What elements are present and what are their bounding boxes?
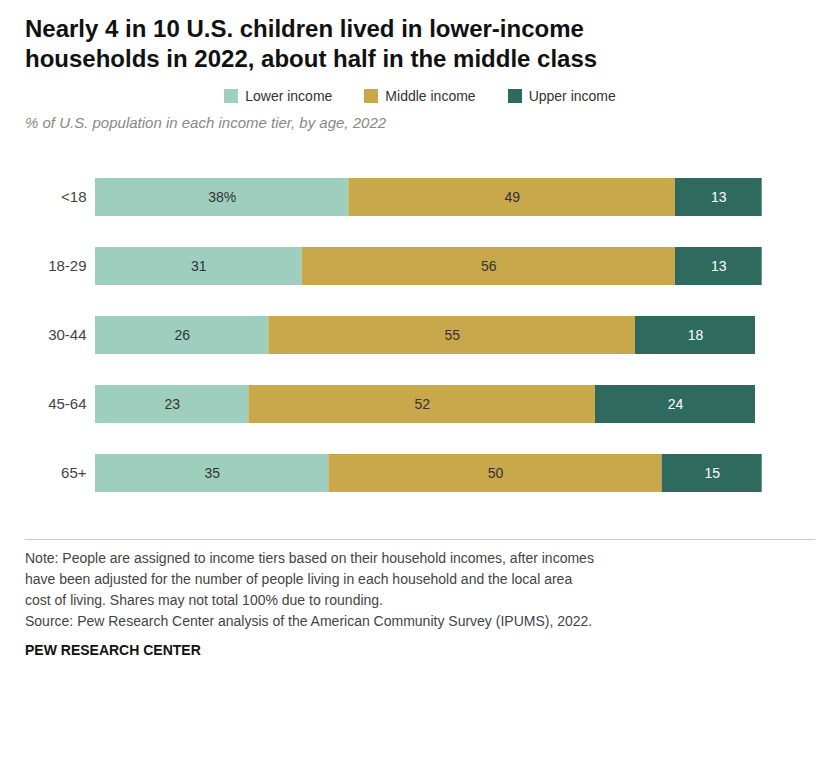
svg-text:13: 13 [711, 189, 727, 205]
html-text:cost of living. Shares may not: cost of living. Shares may not total 100… [25, 592, 383, 608]
html-text:% of U.S. population in each i: % of U.S. population in each income tier… [25, 114, 387, 131]
html-text:PEW RESEARCH CENTER: PEW RESEARCH CENTER [25, 642, 201, 658]
html-text:Source: Pew Research Center an: Source: Pew Research Center analysis of … [25, 613, 593, 629]
html-text:Nearly 4 in 10 U.S. children l: Nearly 4 in 10 U.S. children lived in lo… [25, 15, 598, 72]
svg-text:26: 26 [174, 327, 190, 343]
svg-text:45-64: 45-64 [48, 395, 86, 412]
svg-text:15: 15 [704, 465, 720, 481]
svg-text:49: 49 [504, 189, 520, 205]
svg-text:30-44: 30-44 [48, 326, 86, 343]
svg-text:35: 35 [204, 465, 220, 481]
svg-text:<18: <18 [61, 188, 86, 205]
svg-text:38%: 38% [208, 189, 236, 205]
svg-text:55: 55 [444, 327, 460, 343]
svg-text:18-29: 18-29 [48, 257, 86, 274]
html-text:Note: People are assigned to i: Note: People are assigned to income tier… [25, 550, 594, 566]
svg-text:31: 31 [191, 258, 207, 274]
html-text:Lower income: Lower income [245, 88, 333, 104]
svg-text:50: 50 [488, 465, 504, 481]
svg-text:65+: 65+ [61, 464, 87, 481]
svg-text:52: 52 [414, 396, 430, 412]
svg-text:24: 24 [668, 396, 684, 412]
svg-text:23: 23 [164, 396, 180, 412]
html-text:Middle income: Middle income [385, 88, 476, 104]
html-text:Upper income: Upper income [528, 88, 616, 104]
svg-text:18: 18 [688, 327, 704, 343]
svg-text:56: 56 [481, 258, 497, 274]
html-text:have been adjusted for the num: have been adjusted for the number of peo… [25, 571, 573, 587]
svg-text:13: 13 [711, 258, 727, 274]
